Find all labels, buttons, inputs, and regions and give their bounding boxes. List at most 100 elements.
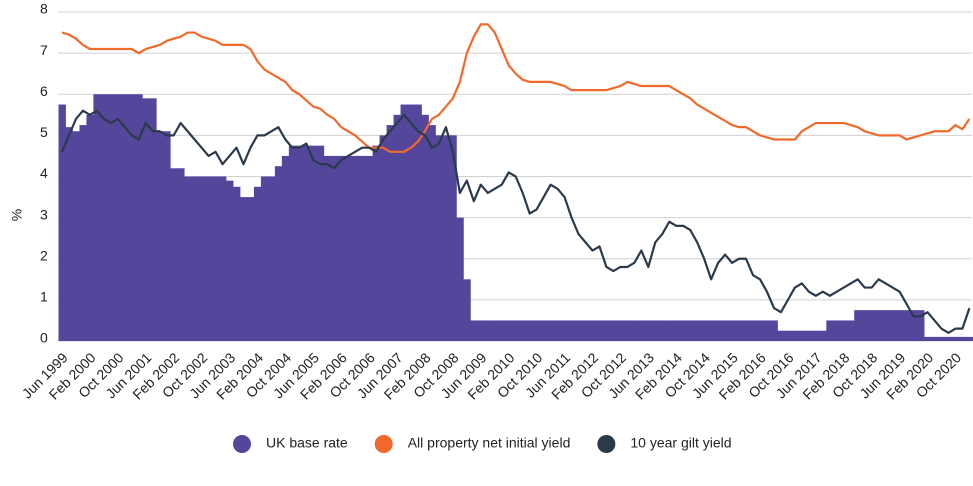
y-tick-label: 3 bbox=[40, 206, 48, 222]
bar bbox=[568, 320, 576, 341]
bar bbox=[428, 125, 436, 341]
bar bbox=[665, 320, 674, 341]
bar bbox=[554, 320, 562, 341]
bar bbox=[540, 320, 548, 341]
y-tick-label: 2 bbox=[40, 247, 48, 263]
bar bbox=[770, 320, 778, 341]
bar bbox=[644, 320, 653, 341]
bar bbox=[163, 131, 171, 341]
y-tick-label: 7 bbox=[40, 42, 48, 58]
bar bbox=[400, 104, 408, 341]
bar bbox=[281, 155, 290, 341]
bar bbox=[714, 320, 723, 341]
bar bbox=[393, 114, 401, 341]
bar bbox=[288, 145, 297, 341]
bar bbox=[826, 320, 834, 341]
y-tick-label: 1 bbox=[40, 289, 48, 305]
bar bbox=[561, 320, 569, 341]
bar bbox=[337, 155, 346, 341]
bar bbox=[672, 320, 681, 341]
bar bbox=[658, 320, 667, 341]
bar bbox=[910, 310, 918, 341]
bar bbox=[917, 310, 925, 341]
legend-swatch bbox=[233, 435, 251, 453]
bar bbox=[114, 94, 122, 341]
y-tick-label: 8 bbox=[40, 1, 48, 17]
bar bbox=[463, 279, 471, 341]
bar bbox=[616, 320, 625, 341]
bar bbox=[965, 336, 973, 341]
bar bbox=[358, 155, 367, 341]
bar bbox=[65, 127, 73, 342]
bar bbox=[840, 320, 848, 341]
bar bbox=[700, 320, 709, 341]
bar bbox=[533, 320, 541, 341]
bar bbox=[267, 176, 276, 341]
bar bbox=[763, 320, 771, 341]
bar bbox=[903, 310, 911, 341]
bar bbox=[868, 310, 876, 341]
bar bbox=[896, 310, 904, 341]
y-axis-label: % bbox=[9, 209, 25, 221]
bar bbox=[484, 320, 492, 341]
bar bbox=[386, 125, 394, 341]
bar bbox=[330, 155, 339, 341]
bar bbox=[519, 320, 527, 341]
bar bbox=[219, 176, 227, 341]
bar bbox=[379, 135, 387, 341]
line bbox=[61, 23, 971, 153]
bar bbox=[58, 104, 66, 341]
bar bbox=[924, 336, 932, 341]
bar bbox=[86, 114, 94, 341]
bar bbox=[889, 310, 897, 341]
bar bbox=[693, 320, 702, 341]
bar bbox=[505, 320, 513, 341]
legend-label: 10 year gilt yield bbox=[630, 435, 731, 451]
y-tick-label: 5 bbox=[40, 124, 48, 140]
bar bbox=[707, 320, 716, 341]
bar bbox=[323, 155, 332, 341]
bar bbox=[819, 330, 827, 341]
bar bbox=[944, 336, 953, 341]
bar bbox=[93, 94, 101, 341]
bar bbox=[435, 135, 443, 341]
bar bbox=[777, 330, 785, 341]
bar bbox=[274, 166, 283, 341]
bar bbox=[756, 320, 764, 341]
bar bbox=[253, 186, 262, 341]
bar bbox=[749, 320, 757, 341]
bar bbox=[184, 176, 192, 341]
bar bbox=[309, 145, 318, 341]
bar bbox=[791, 330, 799, 341]
bar bbox=[198, 176, 206, 341]
bar bbox=[156, 131, 164, 341]
bar bbox=[951, 336, 960, 341]
bar bbox=[149, 98, 157, 341]
y-tick-label: 6 bbox=[40, 83, 48, 99]
bar bbox=[861, 310, 869, 341]
bar bbox=[498, 320, 506, 341]
bar bbox=[302, 145, 311, 341]
bar bbox=[477, 320, 485, 341]
bar bbox=[686, 320, 695, 341]
bar bbox=[595, 320, 604, 341]
legend-label: All property net initial yield bbox=[408, 435, 571, 451]
bar bbox=[784, 330, 792, 341]
bar bbox=[260, 176, 269, 341]
bar bbox=[421, 114, 429, 341]
bar bbox=[246, 197, 255, 341]
bar bbox=[742, 320, 750, 341]
bar bbox=[630, 320, 639, 341]
bar bbox=[414, 104, 422, 341]
bar bbox=[931, 336, 939, 341]
bar bbox=[233, 186, 241, 341]
bar bbox=[491, 320, 499, 341]
bar bbox=[833, 320, 841, 341]
bar bbox=[135, 94, 143, 341]
bar bbox=[351, 155, 360, 341]
bar bbox=[637, 320, 646, 341]
bar bbox=[72, 131, 80, 341]
bar bbox=[100, 94, 108, 341]
y-tick-label: 0 bbox=[40, 330, 48, 346]
bar bbox=[805, 330, 813, 341]
